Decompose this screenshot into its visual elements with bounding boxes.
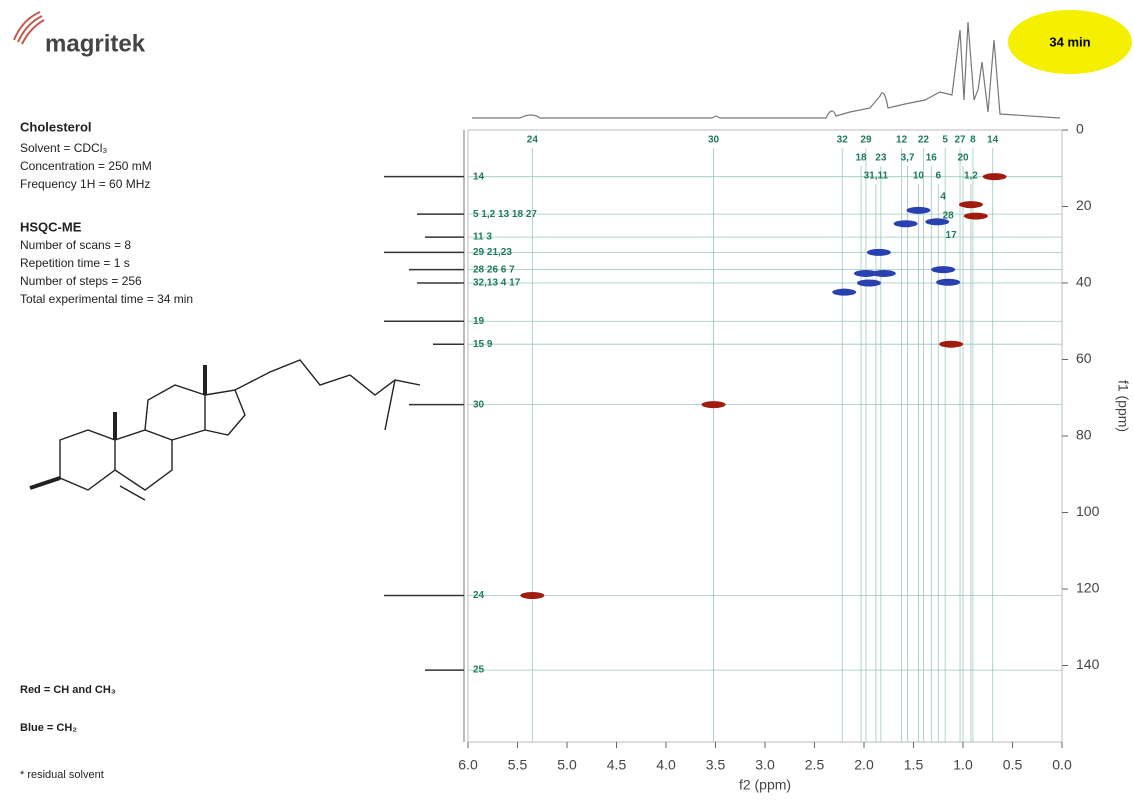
c-label: 30 <box>473 399 485 410</box>
info-line: Repetition time = 1 s <box>20 256 130 270</box>
h-label: 16 <box>926 153 938 164</box>
footnote: * residual solvent <box>20 769 104 781</box>
c-label: 11 3 <box>473 232 492 243</box>
h-label: 31,11 <box>864 171 889 182</box>
y-tick-label: 120 <box>1076 580 1100 596</box>
h-label: 20 <box>957 153 969 164</box>
cross-peak <box>925 218 950 226</box>
molecule <box>29 359 421 501</box>
peak-label: 28 <box>943 211 955 222</box>
cross-peak <box>893 220 918 228</box>
info-line: Number of steps = 256 <box>20 274 142 288</box>
cross-peak <box>958 201 983 209</box>
info-line: Total experimental time = 34 min <box>20 292 193 306</box>
c-label: 32,13 4 17 <box>473 278 521 289</box>
h-label: 32 <box>837 135 849 146</box>
info: Solvent = CDCl₃ Concentration = 250 mM Fre… <box>20 141 193 306</box>
logo-mark <box>13 11 45 45</box>
info-line: Frequency 1H = 60 MHz <box>20 177 150 191</box>
h-label: 24 <box>527 135 539 146</box>
legend-entry: Red = CH and CH₃ <box>20 684 116 696</box>
cross-peak <box>520 592 545 600</box>
h-label: 29 <box>860 135 872 146</box>
y-tick-label: 100 <box>1076 503 1100 519</box>
y-tick-label: 80 <box>1076 427 1092 443</box>
c-label: 5 1,2 13 18 27 <box>473 209 537 220</box>
x-tick-label: 1.0 <box>953 757 973 773</box>
h-label: 23 <box>875 153 887 164</box>
h-label: 30 <box>708 135 720 146</box>
sample-title: Cholesterol <box>20 119 92 134</box>
x-tick-label: 3.0 <box>755 757 775 773</box>
x-tick-label: 1.5 <box>904 757 924 773</box>
h-label: 18 <box>855 153 867 164</box>
h-label: 3,7 <box>901 153 915 164</box>
y-tick-label: 40 <box>1076 274 1092 290</box>
c-label: 25 <box>473 665 485 676</box>
x-tick-label: 0.5 <box>1003 757 1023 773</box>
peak-label: 17 <box>946 230 958 241</box>
y-tick-label: 60 <box>1076 350 1092 366</box>
peak-label: 4 <box>940 192 946 203</box>
cross-peak <box>906 206 931 214</box>
h-label: 12 <box>896 135 908 146</box>
cross-peak <box>871 269 896 277</box>
experiment-title: HSQC-ME <box>20 219 82 234</box>
info-line: Concentration = 250 mM <box>20 159 152 173</box>
cross-peak <box>853 269 878 277</box>
x-tick-label: 4.5 <box>607 757 627 773</box>
cross-peak <box>939 340 964 348</box>
plot: 14 5 1,2 13 18 27 11 3 29 21,23 28 26 6 7 32,… <box>20 121 1131 793</box>
c-label: 29 21,23 <box>473 247 512 258</box>
cross-peak <box>982 173 1007 181</box>
x-tick-label: 2.0 <box>854 757 874 773</box>
x-tick-label: 2.5 <box>805 757 825 773</box>
c-label: 15 9 <box>473 339 493 350</box>
x-tick-label: 5.0 <box>557 757 577 773</box>
h-label: 1,2 <box>964 171 978 182</box>
y-tick-label: 140 <box>1076 656 1100 672</box>
x-tick-label: 3.5 <box>706 757 726 773</box>
cross-peak <box>856 279 881 287</box>
h-label: 8 <box>970 135 976 146</box>
c-label: 19 <box>473 316 485 327</box>
cross-peak <box>866 248 891 256</box>
x-axis-label: f2 (ppm) <box>739 777 791 793</box>
cross-peak <box>701 401 726 409</box>
logo: magritek <box>13 11 146 57</box>
x-tick-label: 0.0 <box>1052 757 1072 773</box>
cross-peak <box>963 212 988 220</box>
brand: magritek <box>45 30 146 57</box>
info-line: Number of scans = 8 <box>20 238 131 252</box>
x-tick-label: 4.0 <box>656 757 676 773</box>
badge-text: 34 min <box>1049 34 1090 49</box>
cross-peak <box>832 288 857 296</box>
h-label: 5 <box>942 135 948 146</box>
y-tick-label: 20 <box>1076 197 1092 213</box>
h-label: 10 <box>913 171 925 182</box>
proton-projection <box>472 21 1061 119</box>
cross-peak <box>931 266 956 274</box>
x-tick-label: 6.0 <box>458 757 478 773</box>
info-line: Solvent = CDCl₃ <box>20 141 107 155</box>
legend-entry: Blue = CH₂ <box>20 722 77 734</box>
y-tick-label: 0 <box>1076 121 1084 137</box>
h-label: 22 <box>918 135 930 146</box>
y-axis-label: f1 (ppm) <box>1115 380 1131 432</box>
c-label: 28 26 6 7 <box>473 264 515 275</box>
cross-peak <box>936 278 961 286</box>
h-label: 14 <box>987 135 999 146</box>
h-label: 6 <box>935 171 941 182</box>
x-tick-label: 5.5 <box>508 757 528 773</box>
c-label: 24 <box>473 590 485 601</box>
badge <box>1008 10 1132 74</box>
c-label: 14 <box>473 171 485 182</box>
h-label: 27 <box>954 135 966 146</box>
